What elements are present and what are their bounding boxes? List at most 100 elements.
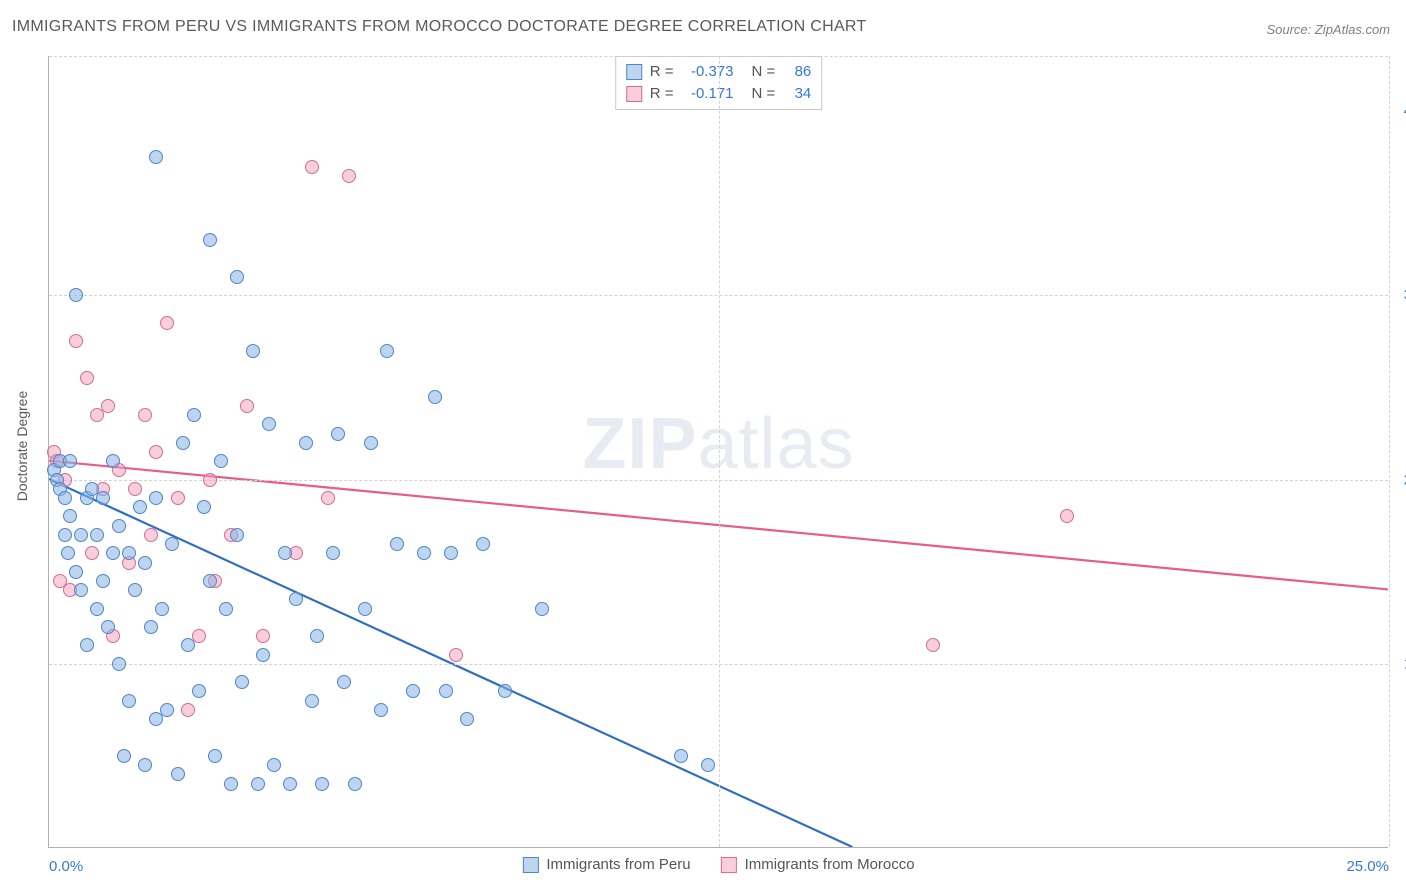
data-point-peru: [149, 491, 163, 505]
data-point-peru: [337, 675, 351, 689]
data-point-morocco: [144, 528, 158, 542]
data-point-peru: [61, 546, 75, 560]
data-point-peru: [246, 344, 260, 358]
data-point-peru: [305, 694, 319, 708]
data-point-morocco: [171, 491, 185, 505]
data-point-peru: [235, 675, 249, 689]
data-point-peru: [417, 546, 431, 560]
data-point-peru: [701, 758, 715, 772]
y-axis-title: Doctorate Degree: [14, 391, 30, 502]
data-point-peru: [283, 777, 297, 791]
data-point-peru: [390, 537, 404, 551]
data-point-peru: [90, 528, 104, 542]
data-point-peru: [96, 574, 110, 588]
data-point-peru: [219, 602, 233, 616]
data-point-peru: [203, 574, 217, 588]
data-point-peru: [444, 546, 458, 560]
data-point-peru: [374, 703, 388, 717]
n-value-peru: 86: [783, 61, 811, 83]
data-point-peru: [674, 749, 688, 763]
source-attribution: Source: ZipAtlas.com: [1266, 22, 1390, 37]
data-point-peru: [101, 620, 115, 634]
data-point-morocco: [240, 399, 254, 413]
data-point-peru: [122, 694, 136, 708]
n-value-morocco: 34: [783, 83, 811, 105]
data-point-peru: [251, 777, 265, 791]
data-point-peru: [176, 436, 190, 450]
data-point-peru: [439, 684, 453, 698]
data-point-morocco: [926, 638, 940, 652]
data-point-peru: [160, 703, 174, 717]
y-tick-label: 2.0%: [1394, 471, 1406, 488]
data-point-peru: [197, 500, 211, 514]
data-point-peru: [267, 758, 281, 772]
data-point-peru: [138, 758, 152, 772]
data-point-morocco: [342, 169, 356, 183]
data-point-peru: [117, 749, 131, 763]
data-point-peru: [364, 436, 378, 450]
scatter-plot: ZIPatlas R = -0.373 N = 86 R = -0.171 N …: [48, 56, 1388, 848]
data-point-morocco: [149, 445, 163, 459]
data-point-morocco: [449, 648, 463, 662]
data-point-peru: [256, 648, 270, 662]
data-point-peru: [90, 602, 104, 616]
legend-label-morocco: Immigrants from Morocco: [745, 856, 915, 873]
y-tick-label: 1.0%: [1394, 655, 1406, 672]
data-point-morocco: [305, 160, 319, 174]
data-point-morocco: [256, 629, 270, 643]
data-point-peru: [406, 684, 420, 698]
data-point-peru: [348, 777, 362, 791]
data-point-morocco: [80, 371, 94, 385]
legend-label-peru: Immigrants from Peru: [546, 856, 690, 873]
data-point-peru: [310, 629, 324, 643]
data-point-peru: [112, 657, 126, 671]
data-point-peru: [138, 556, 152, 570]
data-point-peru: [535, 602, 549, 616]
x-tick-label: 25.0%: [1346, 858, 1389, 875]
data-point-peru: [69, 288, 83, 302]
data-point-peru: [133, 500, 147, 514]
r-label: R =: [650, 83, 674, 105]
swatch-peru-icon: [522, 857, 538, 873]
y-tick-label: 4.0%: [1394, 103, 1406, 120]
data-point-morocco: [128, 482, 142, 496]
data-point-peru: [96, 491, 110, 505]
data-point-peru: [112, 519, 126, 533]
swatch-morocco-icon: [721, 857, 737, 873]
legend-item-morocco: Immigrants from Morocco: [721, 856, 915, 873]
n-label: N =: [752, 61, 776, 83]
data-point-morocco: [181, 703, 195, 717]
data-point-peru: [230, 528, 244, 542]
data-point-peru: [192, 684, 206, 698]
data-point-peru: [171, 767, 185, 781]
y-tick-label: 3.0%: [1394, 287, 1406, 304]
data-point-morocco: [160, 316, 174, 330]
legend-series: Immigrants from Peru Immigrants from Mor…: [522, 856, 914, 873]
swatch-peru-icon: [626, 64, 642, 80]
data-point-peru: [326, 546, 340, 560]
data-point-peru: [181, 638, 195, 652]
data-point-peru: [58, 528, 72, 542]
data-point-morocco: [321, 491, 335, 505]
data-point-peru: [289, 592, 303, 606]
data-point-peru: [58, 491, 72, 505]
data-point-morocco: [138, 408, 152, 422]
data-point-peru: [69, 565, 83, 579]
data-point-peru: [63, 454, 77, 468]
data-point-peru: [315, 777, 329, 791]
data-point-peru: [122, 546, 136, 560]
legend-item-peru: Immigrants from Peru: [522, 856, 690, 873]
data-point-peru: [128, 583, 142, 597]
data-point-peru: [106, 454, 120, 468]
data-point-peru: [155, 602, 169, 616]
data-point-peru: [428, 390, 442, 404]
data-point-peru: [214, 454, 228, 468]
data-point-peru: [203, 233, 217, 247]
data-point-peru: [63, 509, 77, 523]
data-point-peru: [144, 620, 158, 634]
data-point-peru: [476, 537, 490, 551]
data-point-peru: [262, 417, 276, 431]
swatch-morocco-icon: [626, 86, 642, 102]
data-point-peru: [165, 537, 179, 551]
data-point-morocco: [85, 546, 99, 560]
